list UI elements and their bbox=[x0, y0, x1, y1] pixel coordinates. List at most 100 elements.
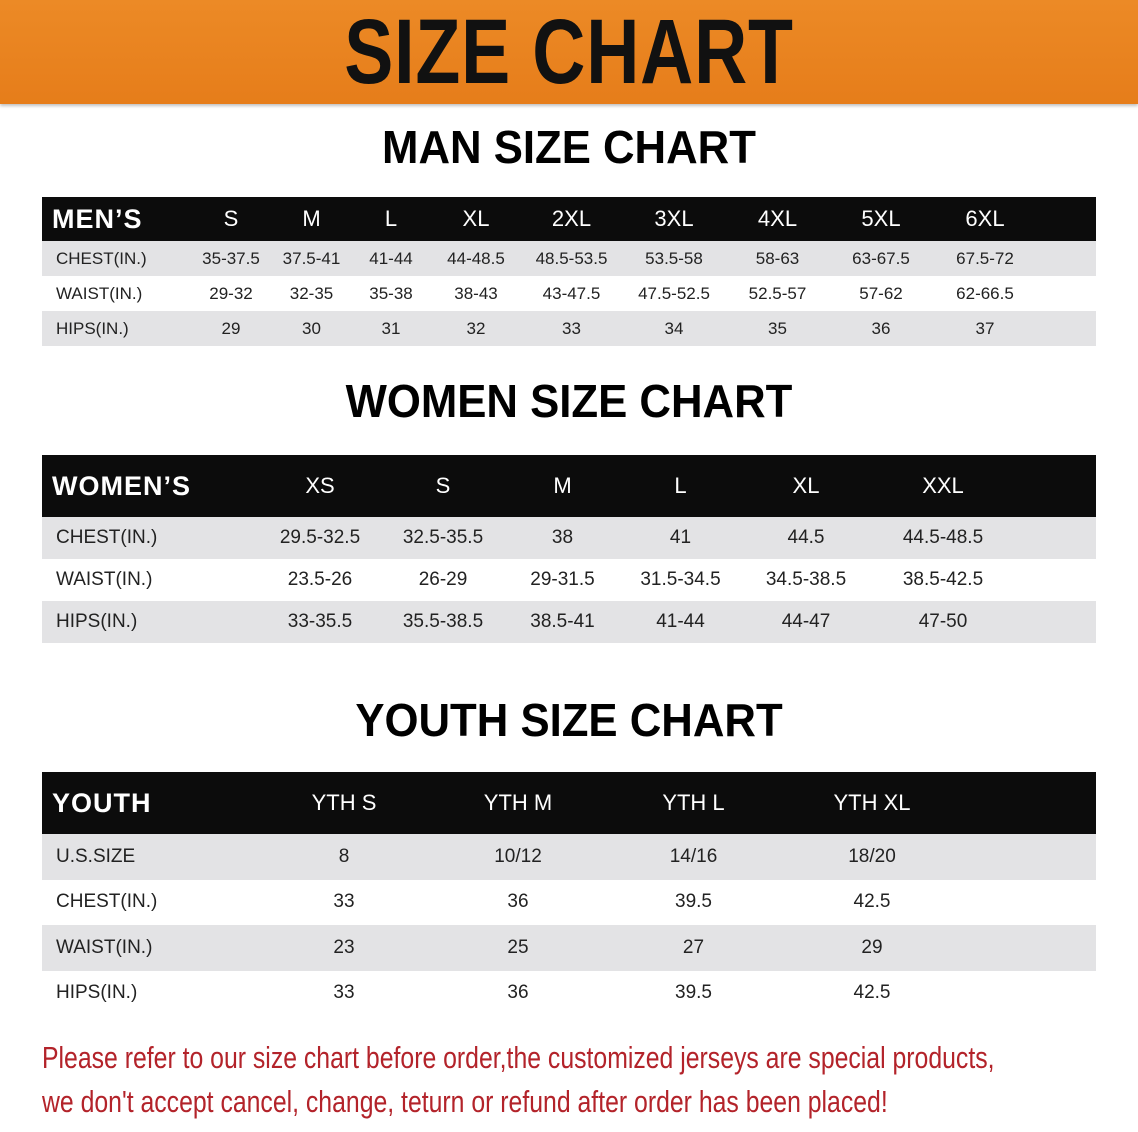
table-cell: 47.5-52.5 bbox=[638, 283, 710, 303]
table-cell: 29-31.5 bbox=[530, 569, 595, 590]
table-cell: YTH S bbox=[311, 790, 377, 815]
table-cell: 31.5-34.5 bbox=[640, 569, 721, 590]
table-cell: 38-43 bbox=[454, 283, 498, 303]
table-cell: 44.5 bbox=[787, 527, 825, 548]
row-label: WAIST(IN.) bbox=[56, 936, 153, 958]
row-label: WAIST(IN.) bbox=[56, 283, 143, 303]
table-row: WAIST(IN.) 23.5-26 26-29 29-31.5 31.5-34.5 34… bbox=[42, 559, 1096, 601]
row-label: WOMEN’S bbox=[52, 470, 191, 501]
table-cell: 35-37.5 bbox=[202, 248, 260, 268]
row-label: HIPS(IN.) bbox=[56, 318, 129, 338]
table-cell: 33 bbox=[562, 318, 581, 338]
table-cell: 29-32 bbox=[209, 283, 253, 303]
table-cell: M bbox=[302, 206, 321, 231]
table-cell: 6XL bbox=[965, 206, 1005, 231]
table-cell: 4XL bbox=[757, 206, 798, 231]
table-cell: 44-48.5 bbox=[447, 248, 505, 268]
table-cell: 41-44 bbox=[656, 611, 705, 632]
table-cell: 32 bbox=[466, 318, 486, 338]
youth-size-table: YOUTH YTH S YTH M YTH L YTH XL U.S.SIZE 8 10/12… bbox=[42, 772, 1096, 1016]
table-header-row: YOUTH YTH S YTH M YTH L YTH XL bbox=[42, 772, 1096, 834]
table-cell: 18/20 bbox=[848, 845, 896, 867]
table-cell: 34.5-38.5 bbox=[765, 569, 847, 590]
table-row: U.S.SIZE 8 10/12 14/16 18/20 bbox=[42, 834, 1096, 880]
table-cell: 57-62 bbox=[859, 283, 903, 303]
table-cell: 33 bbox=[333, 982, 355, 1004]
table-cell: XXL bbox=[922, 473, 964, 498]
table-cell: 35.5-38.5 bbox=[402, 611, 484, 632]
table-cell: 36 bbox=[871, 318, 891, 338]
table-row: HIPS(IN.) 29 30 31 32 33 34 35 36 37 bbox=[42, 311, 1096, 346]
table-cell: 38 bbox=[551, 527, 574, 548]
table-cell: 30 bbox=[302, 318, 321, 338]
table-cell: 37.5-41 bbox=[282, 248, 341, 268]
youth-section-title: YOUTH SIZE CHART bbox=[355, 694, 783, 746]
table-header-row: MEN’S S M L XL 2XL 3XL 4XL 5XL 6XL bbox=[42, 197, 1096, 241]
banner-title: SIZE CHART bbox=[344, 1, 794, 103]
table-cell: 10/12 bbox=[494, 845, 542, 867]
table-cell: 29 bbox=[221, 318, 241, 338]
table-cell: 43-47.5 bbox=[542, 283, 601, 303]
table-row: WAIST(IN.) 29-32 32-35 35-38 38-43 43-47.5 47.… bbox=[42, 276, 1096, 311]
table-cell: 42.5 bbox=[853, 891, 891, 913]
row-label: YOUTH bbox=[52, 787, 152, 818]
women-section-title: WOMEN SIZE CHART bbox=[345, 375, 793, 427]
table-row: HIPS(IN.) 33 36 39.5 42.5 bbox=[42, 970, 1096, 1016]
table-cell: 37 bbox=[975, 318, 995, 338]
table-cell: 32-35 bbox=[289, 283, 334, 303]
table-cell: 38.5-41 bbox=[530, 611, 595, 632]
table-cell: L bbox=[674, 473, 687, 498]
table-cell: 38.5-42.5 bbox=[902, 569, 984, 590]
table-cell: 2XL bbox=[551, 206, 592, 231]
table-cell: XS bbox=[305, 473, 335, 498]
table-cell: S bbox=[435, 473, 451, 498]
table-cell: YTH M bbox=[483, 790, 553, 815]
table-cell: XL bbox=[462, 206, 490, 231]
table-cell: S bbox=[223, 206, 239, 231]
table-cell: 39.5 bbox=[675, 891, 712, 913]
table-header-row: WOMEN’S XS S M L XL XXL bbox=[42, 455, 1096, 517]
table-cell: 67.5-72 bbox=[956, 248, 1014, 268]
table-cell: 33-35.5 bbox=[287, 611, 353, 632]
table-row: CHEST(IN.) 33 36 39.5 42.5 bbox=[42, 879, 1096, 925]
row-label: HIPS(IN.) bbox=[56, 611, 138, 632]
table-cell: 35-38 bbox=[369, 283, 413, 303]
table-cell: 32.5-35.5 bbox=[402, 527, 484, 548]
size-chart-banner: SIZE CHART bbox=[0, 0, 1138, 104]
table-cell: 23.5-26 bbox=[287, 569, 353, 590]
table-cell: 52.5-57 bbox=[748, 283, 807, 303]
table-cell: 53.5-58 bbox=[645, 248, 703, 268]
table-cell: 14/16 bbox=[669, 845, 718, 867]
table-row: WAIST(IN.) 23 25 27 29 bbox=[42, 925, 1096, 971]
table-cell: 41 bbox=[669, 527, 692, 548]
men-size-table: MEN’S S M L XL 2XL 3XL 4XL 5XL 6XL CHEST(IN.) 35-37… bbox=[42, 197, 1096, 346]
men-section-title: MAN SIZE CHART bbox=[382, 121, 756, 173]
notice-line-1: Please refer to our size chart before or… bbox=[42, 1040, 995, 1075]
order-notice: Please refer to our size chart before or… bbox=[42, 1036, 1082, 1124]
table-cell: 41-44 bbox=[369, 248, 413, 268]
row-label: U.S.SIZE bbox=[56, 845, 136, 867]
table-cell: 58-63 bbox=[755, 248, 800, 268]
table-cell: 29 bbox=[861, 936, 883, 958]
table-cell: XL bbox=[792, 473, 820, 498]
table-cell: 27 bbox=[682, 936, 705, 958]
table-cell: 29.5-32.5 bbox=[279, 527, 361, 548]
table-cell: 62-66.5 bbox=[956, 283, 1014, 303]
table-cell: 44-47 bbox=[781, 611, 831, 632]
notice-line-2: we don't accept cancel, change, teturn o… bbox=[42, 1084, 888, 1119]
row-label: HIPS(IN.) bbox=[56, 982, 138, 1004]
table-cell: 34 bbox=[664, 318, 684, 338]
row-label: MEN’S bbox=[52, 203, 143, 234]
row-label: WAIST(IN.) bbox=[56, 569, 153, 590]
table-cell: 42.5 bbox=[853, 982, 891, 1004]
table-cell: 5XL bbox=[861, 206, 901, 231]
women-size-table: WOMEN’S XS S M L XL XXL CHEST(IN.) 29.5-32.5 32.5… bbox=[42, 455, 1096, 643]
table-cell: 63-67.5 bbox=[852, 248, 910, 268]
row-label: CHEST(IN.) bbox=[56, 891, 158, 913]
table-cell: 26-29 bbox=[418, 569, 468, 590]
table-row: CHEST(IN.) 29.5-32.5 32.5-35.5 38 41 44.5 44.5… bbox=[42, 517, 1096, 559]
table-cell: M bbox=[553, 473, 572, 498]
table-row: HIPS(IN.) 33-35.5 35.5-38.5 38.5-41 41-44 44-… bbox=[42, 601, 1096, 643]
table-cell: 36 bbox=[507, 891, 529, 913]
table-cell: 25 bbox=[507, 936, 529, 958]
